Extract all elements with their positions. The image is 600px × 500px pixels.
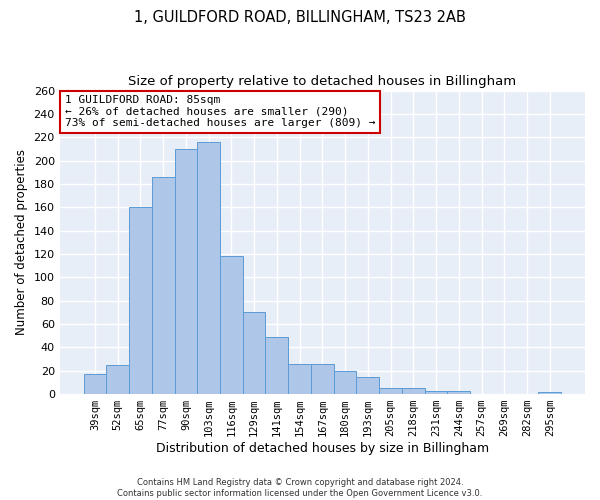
- Bar: [402, 388, 425, 394]
- Bar: [220, 256, 243, 394]
- Title: Size of property relative to detached houses in Billingham: Size of property relative to detached ho…: [128, 75, 517, 88]
- Text: Contains HM Land Registry data © Crown copyright and database right 2024.
Contai: Contains HM Land Registry data © Crown c…: [118, 478, 482, 498]
- Bar: [83, 374, 106, 394]
- Bar: [448, 390, 470, 394]
- Bar: [288, 364, 311, 394]
- Bar: [265, 337, 288, 394]
- Text: 1 GUILDFORD ROAD: 85sqm
← 26% of detached houses are smaller (290)
73% of semi-d: 1 GUILDFORD ROAD: 85sqm ← 26% of detache…: [65, 95, 376, 128]
- X-axis label: Distribution of detached houses by size in Billingham: Distribution of detached houses by size …: [156, 442, 489, 455]
- Bar: [243, 312, 265, 394]
- Bar: [425, 390, 448, 394]
- Bar: [379, 388, 402, 394]
- Bar: [175, 149, 197, 394]
- Bar: [311, 364, 334, 394]
- Bar: [538, 392, 561, 394]
- Bar: [334, 370, 356, 394]
- Bar: [356, 376, 379, 394]
- Y-axis label: Number of detached properties: Number of detached properties: [15, 150, 28, 336]
- Bar: [106, 365, 129, 394]
- Bar: [129, 208, 152, 394]
- Bar: [197, 142, 220, 394]
- Bar: [152, 177, 175, 394]
- Text: 1, GUILDFORD ROAD, BILLINGHAM, TS23 2AB: 1, GUILDFORD ROAD, BILLINGHAM, TS23 2AB: [134, 10, 466, 25]
